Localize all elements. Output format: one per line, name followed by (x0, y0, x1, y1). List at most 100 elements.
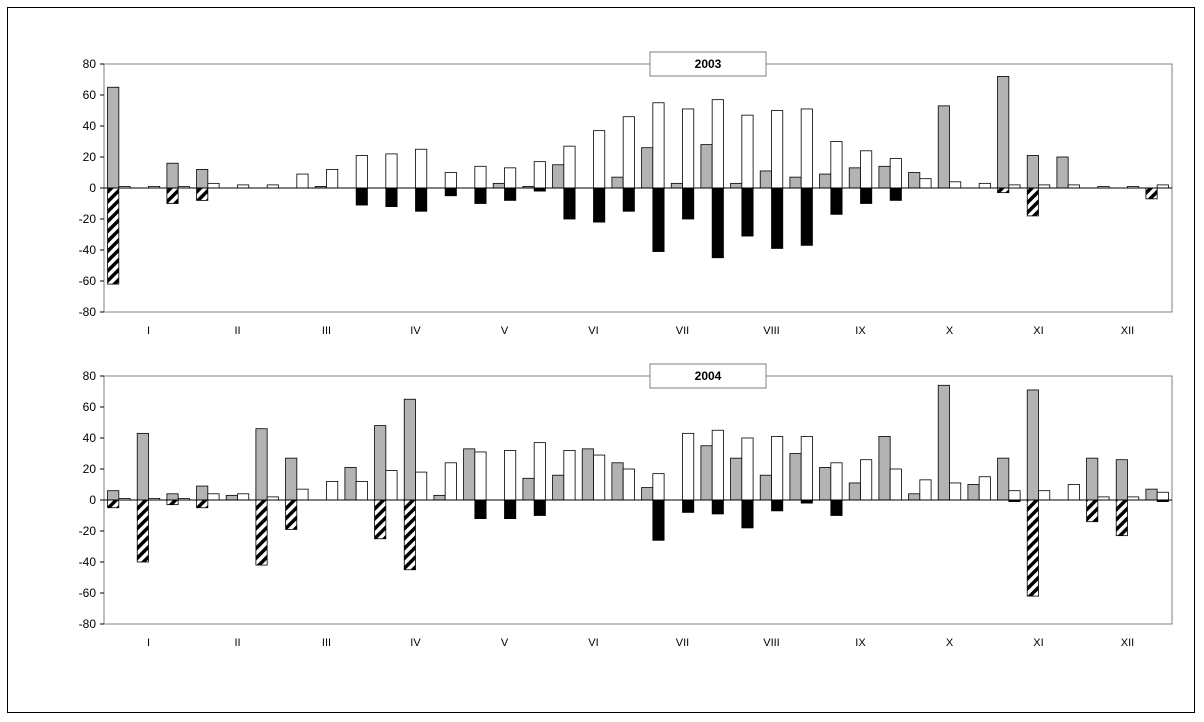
bar-black (682, 499, 695, 513)
bar-hatched (255, 499, 268, 566)
bar-white (622, 116, 635, 189)
category-label: XI (1033, 325, 1043, 337)
bar-gray (1026, 155, 1039, 189)
category-label: III (322, 637, 331, 649)
bar-gray (107, 490, 120, 501)
bar-gray (641, 147, 654, 189)
bar-hatched (1086, 499, 1099, 523)
bar-black (741, 499, 754, 529)
category-label: X (946, 325, 954, 337)
bar-white (919, 178, 932, 189)
bar-white (444, 172, 457, 189)
bar-hatched (196, 499, 209, 509)
bar-white (385, 470, 398, 501)
bar-white (415, 148, 428, 189)
bar-black (830, 187, 843, 215)
bar-white (355, 155, 368, 189)
category-label: IV (410, 325, 421, 337)
bar-hatched (1145, 187, 1158, 200)
bar-gray (908, 172, 921, 189)
bar-gray (641, 487, 654, 501)
bar-gray (789, 176, 802, 189)
chart-title: 2004 (695, 369, 722, 383)
category-label: VIII (763, 637, 780, 649)
bar-gray (492, 182, 505, 189)
bar-black (889, 187, 902, 201)
bar-black (682, 187, 695, 220)
category-label: IV (410, 637, 421, 649)
bar-gray (700, 445, 713, 501)
bar-white (889, 468, 902, 501)
bar-gray (819, 467, 832, 501)
bar-white (711, 429, 724, 501)
bar-gray (522, 477, 535, 501)
y-tick-label: 60 (83, 88, 97, 102)
bar-gray (937, 105, 950, 189)
bar-gray (166, 162, 179, 189)
bar-white (978, 476, 991, 501)
bar-white (741, 114, 754, 189)
category-label: IX (855, 637, 866, 649)
bar-gray (611, 176, 624, 189)
bar-white (830, 141, 843, 189)
bar-black (504, 499, 517, 520)
bar-black (563, 187, 576, 220)
bar-gray (1145, 488, 1158, 501)
bar-hatched (107, 499, 120, 509)
bar-gray (878, 165, 891, 189)
bar-hatched (1026, 187, 1039, 217)
bar-black (860, 187, 873, 204)
y-tick-label: 40 (83, 431, 97, 445)
bar-gray (759, 474, 772, 501)
bar-gray (1026, 389, 1039, 501)
bar-gray (878, 436, 891, 501)
bar-hatched (136, 499, 149, 563)
bar-black (830, 499, 843, 516)
bar-black (652, 499, 665, 541)
bar-black (652, 187, 665, 252)
bar-gray (107, 86, 120, 189)
bar-hatched (374, 499, 387, 540)
bar-hatched (1026, 499, 1039, 597)
chart-title-box (649, 363, 767, 389)
y-tick-label: -40 (79, 243, 97, 257)
bar-white (771, 110, 784, 189)
bar-white (919, 479, 932, 501)
bar-gray (730, 457, 743, 501)
bar-gray (819, 173, 832, 189)
bar-hatched (166, 499, 179, 506)
bar-white (326, 480, 339, 501)
bar-black (474, 499, 487, 520)
bar-white (949, 181, 962, 189)
bar-white (474, 165, 487, 189)
y-tick-label: -20 (79, 212, 97, 226)
bar-white (711, 99, 724, 189)
bar-gray (196, 168, 209, 189)
y-tick-label: 0 (89, 181, 96, 195)
bar-gray (1086, 457, 1099, 501)
bar-white (682, 432, 695, 501)
bar-hatched (1115, 499, 1128, 537)
chart-frame (7, 7, 1195, 713)
bar-white (504, 167, 517, 189)
bar-white (1156, 491, 1169, 501)
y-tick-label: 80 (83, 57, 97, 71)
y-tick-label: 60 (83, 400, 97, 414)
category-label: I (147, 637, 150, 649)
bar-white (593, 130, 606, 189)
bar-white (563, 449, 576, 501)
category-label: XII (1121, 325, 1134, 337)
bar-white (771, 436, 784, 501)
bar-black (385, 187, 398, 208)
chart-title-box (649, 51, 767, 77)
bar-white (860, 150, 873, 189)
bar-gray (848, 167, 861, 189)
bar-gray (1056, 156, 1069, 189)
bar-gray (403, 398, 416, 501)
bar-gray (967, 484, 980, 501)
category-label: VIII (763, 325, 780, 337)
bar-white (207, 182, 220, 189)
bar-white (741, 437, 754, 501)
bar-gray (1115, 459, 1128, 501)
bar-gray (463, 448, 476, 501)
